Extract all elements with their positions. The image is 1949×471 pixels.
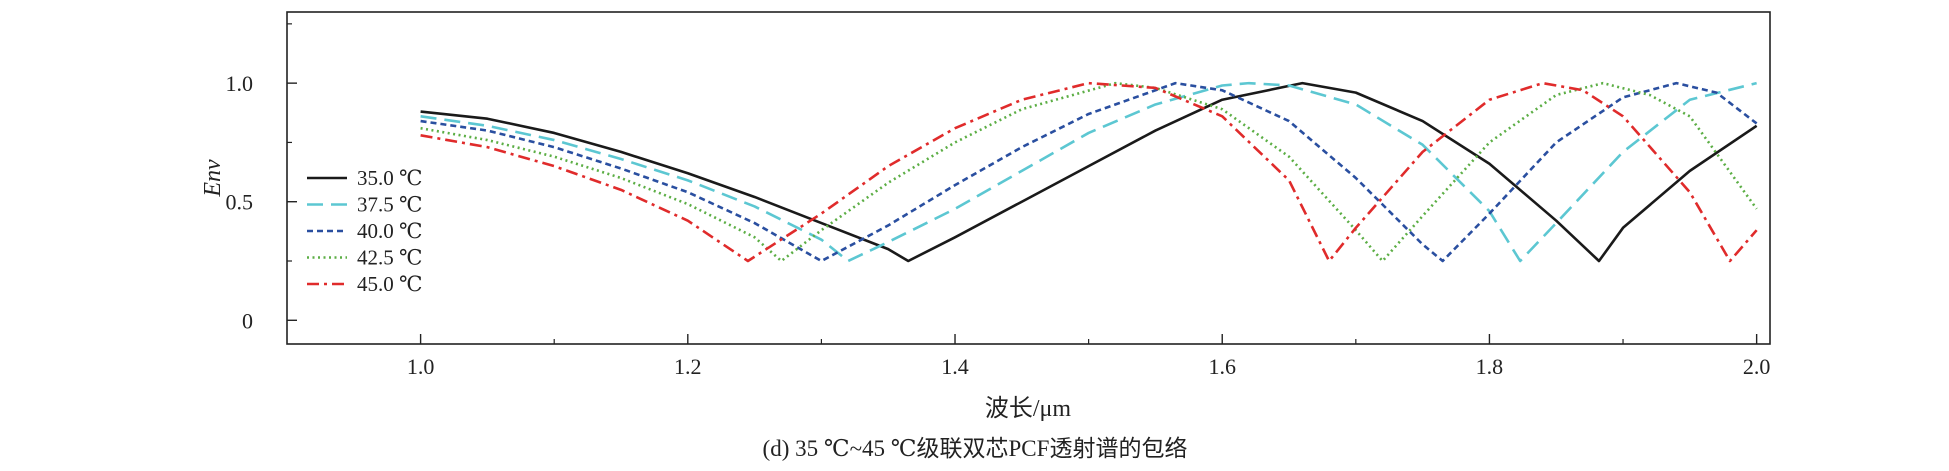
- y-tick-label: 0: [242, 308, 253, 333]
- series-line-5: [420, 81, 1758, 263]
- x-tick-label: 1.4: [941, 354, 969, 379]
- series-line-3: [420, 81, 1758, 263]
- plot-frame: [286, 11, 1771, 345]
- series-line-1: [420, 81, 1758, 263]
- x-axis-ticks: 1.0 1.2 1.4 1.6 1.8 2.0: [407, 334, 1771, 379]
- legend-label-4: 42.5 ℃: [357, 246, 423, 270]
- y-tick-label: 1.0: [226, 71, 254, 96]
- legend-label-2: 37.5 ℃: [357, 193, 423, 217]
- x-tick-label: 1.2: [674, 354, 702, 379]
- x-tick-label: 1.0: [407, 354, 435, 379]
- figure-caption: (d) 35 ℃~45 ℃级联双芯PCF透射谱的包络: [763, 436, 1188, 461]
- legend: 35.0 ℃ 37.5 ℃40.0 ℃ 42.5 ℃45.0 ℃: [307, 166, 423, 296]
- legend-label-5: 45.0 ℃: [357, 272, 423, 296]
- x-tick-label: 1.6: [1208, 354, 1236, 379]
- y-axis-label: Env: [200, 159, 226, 198]
- series-line-2: [420, 81, 1757, 263]
- x-tick-label: 2.0: [1743, 354, 1771, 379]
- x-axis-label: 波长/μm: [985, 395, 1072, 422]
- legend-label-1: 35.0 ℃: [357, 166, 423, 190]
- legend-label-3: 40.0 ℃: [357, 219, 423, 243]
- y-tick-label: 0.5: [226, 190, 254, 215]
- series-lines: [420, 81, 1758, 263]
- series-line-4: [420, 81, 1758, 263]
- x-tick-label: 1.8: [1476, 354, 1504, 379]
- y-axis-ticks: 0 0.5 1.0: [226, 23, 297, 333]
